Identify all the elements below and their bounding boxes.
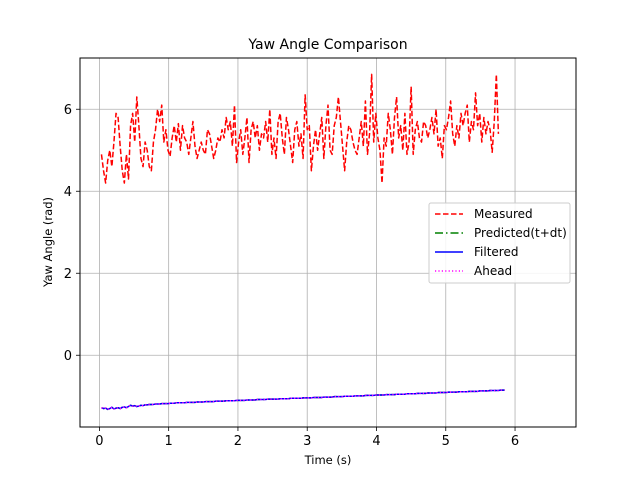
legend-label: Filtered <box>474 245 518 259</box>
series-line-measured <box>100 73 500 184</box>
x-tick-label: 6 <box>511 434 519 449</box>
x-tick-label: 0 <box>95 434 103 449</box>
axis-ticks: 0 1 2 3 4 5 6 0 2 4 6 <box>64 103 519 449</box>
x-tick-label: 1 <box>165 434 173 449</box>
y-tick-label: 6 <box>64 103 72 118</box>
y-tick-label: 0 <box>64 349 72 364</box>
legend-label: Predicted(t+dt) <box>474 226 567 240</box>
x-axis-label: Time (s) <box>304 453 352 467</box>
y-tick-label: 2 <box>64 267 72 282</box>
legend-label: Ahead <box>474 264 512 278</box>
grid-lines <box>80 58 576 427</box>
chart-title: Yaw Angle Comparison <box>247 37 407 53</box>
y-axis-label: Yaw Angle (rad) <box>41 197 55 288</box>
series-group <box>100 73 505 411</box>
x-tick-label: 3 <box>303 434 311 449</box>
plot-frame <box>79 57 577 428</box>
legend: Measured Predicted(t+dt) Filtered Ahead <box>428 202 571 284</box>
x-tick-label: 4 <box>372 434 380 449</box>
legend-box <box>428 202 571 284</box>
legend-label: Measured <box>474 207 533 221</box>
series-line-ahead <box>101 389 505 411</box>
x-tick-label: 5 <box>442 434 450 449</box>
x-tick-label: 2 <box>234 434 242 449</box>
y-tick-label: 4 <box>64 185 72 200</box>
